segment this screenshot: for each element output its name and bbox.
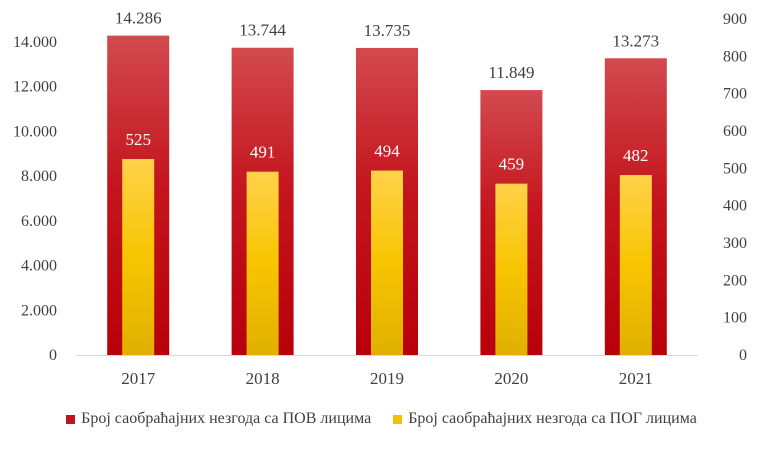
data-label-pov: 13.744 bbox=[239, 21, 286, 40]
data-label-pog: 459 bbox=[499, 155, 525, 174]
bars: 14.286 525 13.744 491 13.735 494 11.849 459 13.2… bbox=[107, 9, 667, 356]
bar-pog bbox=[122, 159, 155, 355]
data-label-pov: 13.273 bbox=[612, 31, 659, 50]
right-tick-label: 900 bbox=[723, 11, 747, 28]
legend: Број саобраћајних незгода са ПОВ лицима … bbox=[0, 404, 763, 434]
right-tick-label: 500 bbox=[723, 160, 747, 177]
legend-label-pov: Број саобраћајних незгода са ПОВ лицима bbox=[81, 410, 372, 427]
right-tick-label: 400 bbox=[723, 198, 747, 215]
bar-pog bbox=[246, 171, 279, 355]
data-label-pog: 482 bbox=[623, 146, 649, 165]
right-tick-label: 600 bbox=[723, 123, 747, 140]
left-tick-label: 14.000 bbox=[13, 34, 57, 51]
data-label-pog: 494 bbox=[374, 142, 400, 161]
legend-label-pog: Број саобраћајних незгода са ПОГ лицима bbox=[408, 410, 697, 427]
category-label: 2017 bbox=[121, 369, 156, 388]
category-label: 2021 bbox=[619, 369, 653, 388]
right-tick-label: 800 bbox=[723, 48, 747, 65]
left-tick-label: 0 bbox=[49, 347, 57, 364]
category-label: 2020 bbox=[494, 369, 528, 388]
data-label-pov: 14.286 bbox=[115, 9, 162, 28]
left-tick-label: 8.000 bbox=[21, 168, 57, 185]
right-tick-label: 300 bbox=[723, 235, 747, 252]
x-axis: 2017 2018 2019 2020 2021 bbox=[121, 369, 653, 388]
data-label-pov: 13.735 bbox=[364, 21, 411, 40]
left-tick-label: 12.000 bbox=[13, 79, 57, 96]
data-label-pog: 491 bbox=[250, 143, 276, 162]
bar-pog bbox=[495, 183, 528, 355]
left-tick-label: 4.000 bbox=[21, 258, 57, 275]
bar-pog bbox=[619, 175, 652, 355]
bar-chart: 02.0004.0006.0008.00010.00012.00014.000 … bbox=[13, 9, 747, 388]
left-tick-label: 2.000 bbox=[21, 302, 57, 319]
bar-pog bbox=[371, 170, 403, 355]
legend-item-pog: Број саобраћајних незгода са ПОГ лицима bbox=[393, 410, 697, 428]
legend-swatch-pog bbox=[393, 414, 403, 424]
left-tick-label: 6.000 bbox=[21, 213, 57, 230]
category-label: 2019 bbox=[370, 369, 404, 388]
legend-swatch-pov bbox=[66, 414, 76, 424]
category-label: 2018 bbox=[246, 369, 280, 388]
legend-item-pov: Број саобраћајних незгода са ПОВ лицима bbox=[66, 410, 371, 428]
data-label-pog: 525 bbox=[125, 130, 151, 149]
data-label-pov: 11.849 bbox=[488, 63, 534, 82]
right-axis: 0 100 200 300 400 500 600 700 800 900 bbox=[723, 11, 747, 364]
right-tick-label: 200 bbox=[723, 272, 747, 289]
left-axis: 0 2.000 4.000 6.000 8.000 10.000 12.000 14.000 bbox=[13, 34, 57, 364]
right-tick-label: 0 bbox=[739, 347, 747, 364]
right-tick-label: 700 bbox=[723, 86, 747, 103]
right-tick-label: 100 bbox=[723, 310, 747, 327]
left-tick-label: 10.000 bbox=[13, 123, 57, 140]
